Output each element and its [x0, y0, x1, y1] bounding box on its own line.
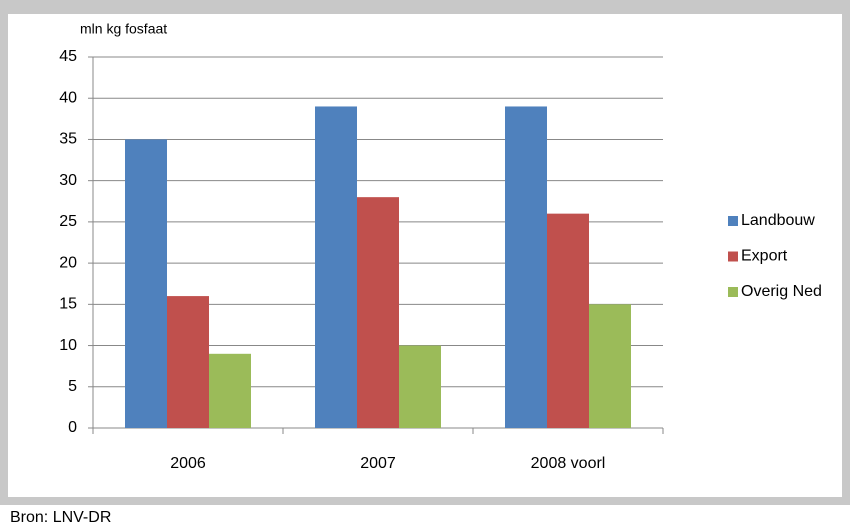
x-tick-label: 2008 voorl	[531, 455, 606, 472]
y-tick-label: 5	[68, 378, 77, 395]
legend-label: Landbouw	[741, 212, 815, 229]
y-tick-label: 40	[59, 89, 77, 106]
legend-label: Overig Ned	[741, 283, 822, 300]
y-tick-label: 20	[59, 254, 77, 271]
legend-swatch	[728, 216, 738, 226]
bar	[357, 197, 399, 428]
bar	[589, 304, 631, 428]
legend-swatch	[728, 287, 738, 297]
bar	[505, 106, 547, 428]
bar	[125, 139, 167, 428]
bar	[315, 106, 357, 428]
y-tick-label: 15	[59, 296, 77, 313]
y-tick-label: 25	[59, 213, 77, 230]
source: Bron: LNV-DR	[10, 509, 111, 526]
y-tick-label: 0	[68, 419, 77, 436]
y-axis-label: mln kg fosfaat	[80, 21, 167, 37]
x-tick-label: 2006	[170, 455, 206, 472]
legend-swatch	[728, 251, 738, 262]
y-tick-label: 35	[59, 131, 77, 148]
bar	[167, 296, 209, 428]
x-tick-label: 2007	[360, 455, 396, 472]
y-tick-label: 10	[59, 337, 77, 354]
y-tick-label: 30	[59, 172, 77, 189]
bar	[399, 345, 441, 428]
y-tick-label: 45	[59, 48, 77, 65]
bar	[209, 353, 251, 428]
legend-label: Export	[741, 248, 788, 265]
bar	[547, 213, 589, 428]
